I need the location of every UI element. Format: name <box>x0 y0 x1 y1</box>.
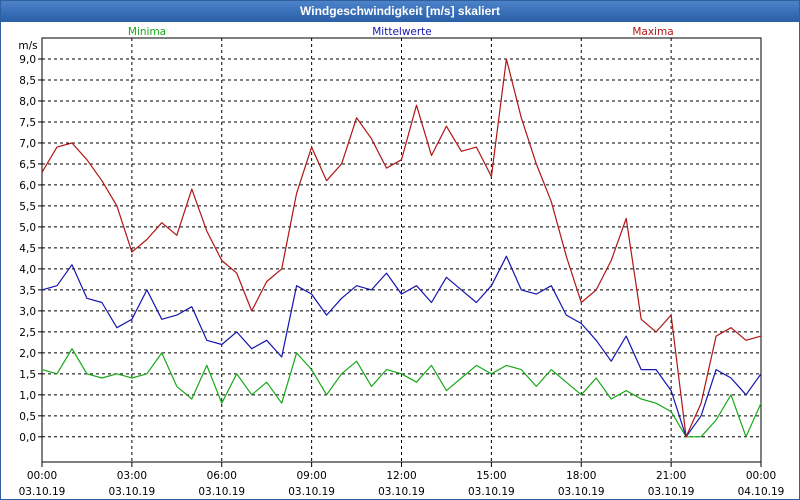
y-tick-label: 5,5 <box>19 201 36 213</box>
y-tick-label: 8,5 <box>19 75 36 87</box>
x-tick-label-date: 03.10.19 <box>468 486 515 498</box>
y-tick-label: 1,0 <box>19 390 36 402</box>
x-tick-label-date: 03.10.19 <box>198 486 245 498</box>
x-tick-label-time: 09:00 <box>296 470 326 482</box>
y-tick-label: 2,5 <box>19 327 36 339</box>
y-tick-label: 9,0 <box>19 54 36 66</box>
x-tick-label-time: 15:00 <box>476 470 506 482</box>
legend-entry: Minima <box>128 26 166 38</box>
grid-lines <box>42 38 761 462</box>
y-tick-label: 4,5 <box>19 243 36 255</box>
y-tick-label: 3,0 <box>19 306 36 318</box>
x-tick-label-time: 06:00 <box>207 470 237 482</box>
line-chart: m/s 0,0 0,5 1,0 1,5 2,0 2,5 3,0 3,5 4,0 4,5 5,0 5,5… <box>18 26 785 498</box>
legend: Minima Mittelwerte Maxima <box>128 26 674 38</box>
y-tick-label: 8,0 <box>19 96 36 108</box>
series-lines <box>41 58 762 438</box>
y-tick-label: 2,0 <box>19 348 36 360</box>
series-line-minima <box>41 348 762 438</box>
y-tick-label: 3,5 <box>19 285 36 297</box>
legend-entry: Maxima <box>632 26 673 38</box>
legend-entry: Mittelwerte <box>372 26 432 38</box>
y-tick-label: 6,5 <box>19 159 36 171</box>
x-tick-label-time: 00:00 <box>27 470 57 482</box>
y-axis: m/s 0,0 0,5 1,0 1,5 2,0 2,5 3,0 3,5 4,0 4,5 5,0 5,5… <box>18 40 42 444</box>
x-axis: 00:00 03.10.19 03:00 03.10.19 06:00 03.10.19 0… <box>19 462 785 498</box>
y-tick-label: 4,0 <box>19 264 36 276</box>
chart-title: Windgeschwindigkeit [m/s] skaliert <box>1 1 799 22</box>
x-tick-label-date: 03.10.19 <box>288 486 335 498</box>
series-line-maxima <box>41 58 762 438</box>
x-tick-label-time: 12:00 <box>386 470 416 482</box>
y-tick-label: 5,0 <box>19 222 36 234</box>
y-tick-label: 7,5 <box>19 117 36 129</box>
y-tick-label: 6,0 <box>19 180 36 192</box>
x-tick-label-time: 03:00 <box>117 470 147 482</box>
x-tick-label-date: 03.10.19 <box>558 486 605 498</box>
x-tick-label-date: 04.10.19 <box>738 486 785 498</box>
y-tick-label: 7,0 <box>19 138 36 150</box>
x-tick-label-date: 03.10.19 <box>108 486 155 498</box>
x-tick-label-time: 18:00 <box>566 470 596 482</box>
x-tick-label-date: 03.10.19 <box>19 486 66 498</box>
y-tick-label: 1,5 <box>19 369 36 381</box>
y-axis-label: m/s <box>18 40 37 52</box>
x-tick-label-date: 03.10.19 <box>648 486 695 498</box>
x-tick-label-time: 21:00 <box>656 470 686 482</box>
y-tick-label: 0,0 <box>19 432 36 444</box>
x-tick-label-date: 03.10.19 <box>378 486 425 498</box>
x-tick-label-time: 00:00 <box>746 470 776 482</box>
y-tick-label: 0,5 <box>19 411 36 423</box>
series-line-mittelwerte <box>41 255 762 438</box>
